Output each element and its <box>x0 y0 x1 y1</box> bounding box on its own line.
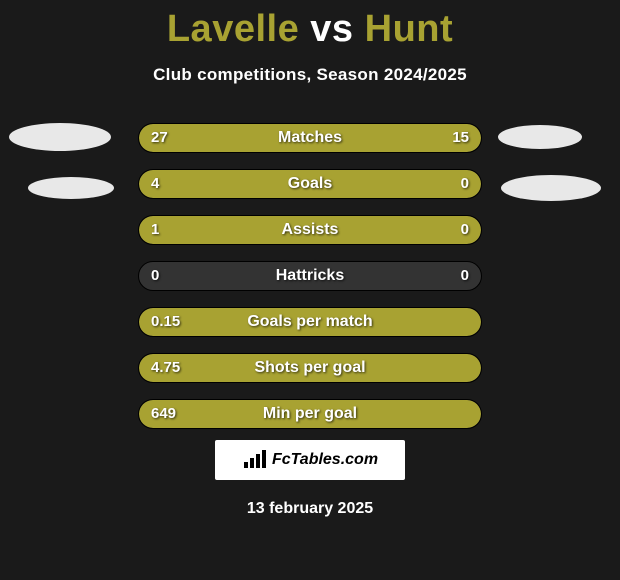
stat-row: Min per goal649 <box>138 399 482 429</box>
stat-label: Min per goal <box>139 400 481 428</box>
stat-value-right: 15 <box>452 124 469 152</box>
stats-bars: Matches2715Goals40Assists10Hattricks00Go… <box>138 123 482 445</box>
stat-value-left: 0 <box>151 262 159 290</box>
stat-value-right: 0 <box>461 216 469 244</box>
stat-value-left: 4 <box>151 170 159 198</box>
bar-chart-icon <box>242 450 268 470</box>
vs-separator: vs <box>310 8 353 50</box>
watermark-text: FcTables.com <box>272 451 378 469</box>
stat-label: Assists <box>139 216 481 244</box>
player1-name: Lavelle <box>167 8 299 50</box>
stat-value-right: 0 <box>461 170 469 198</box>
stat-label: Goals <box>139 170 481 198</box>
stat-row: Assists1 0 <box>138 215 482 245</box>
stat-label: Goals per match <box>139 308 481 336</box>
subtitle: Club competitions, Season 2024/2025 <box>0 65 620 85</box>
stat-value-left: 649 <box>151 400 176 428</box>
stat-label: Hattricks <box>139 262 481 290</box>
right-team-logo-shape <box>498 125 582 149</box>
stat-row: Shots per goal4.75 <box>138 353 482 383</box>
stat-value-left: 4.75 <box>151 354 180 382</box>
stat-label: Matches <box>139 124 481 152</box>
stat-row: Goals4 0 <box>138 169 482 199</box>
left-team-logo-shape <box>28 177 114 199</box>
stat-row: Goals per match0.15 <box>138 307 482 337</box>
stat-value-left: 27 <box>151 124 168 152</box>
comparison-title: Lavelle vs Hunt <box>0 0 620 51</box>
stat-label: Shots per goal <box>139 354 481 382</box>
stat-row: Hattricks0 0 <box>138 261 482 291</box>
watermark: FcTables.com <box>215 440 405 480</box>
stat-value-left: 1 <box>151 216 159 244</box>
date-text: 13 february 2025 <box>0 500 620 518</box>
player2-name: Hunt <box>365 8 454 50</box>
stat-value-left: 0.15 <box>151 308 180 336</box>
stat-row: Matches27 15 <box>138 123 482 153</box>
right-team-logo-shape <box>501 175 601 201</box>
stat-value-right: 0 <box>461 262 469 290</box>
left-team-logo-shape <box>9 123 111 151</box>
